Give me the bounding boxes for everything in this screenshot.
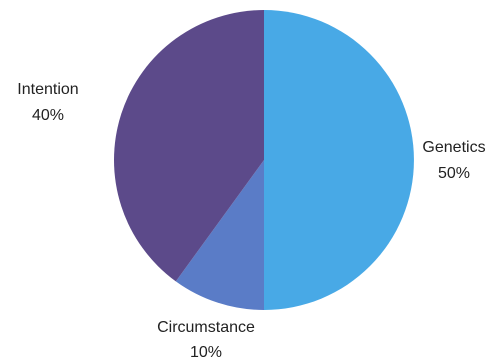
slice-value-intention: 40% <box>32 107 64 124</box>
pie-slice-genetics <box>264 10 414 310</box>
slice-label-genetics: Genetics <box>422 139 485 156</box>
slice-value-genetics: 50% <box>438 165 470 182</box>
slice-value-circumstance: 10% <box>190 344 222 360</box>
pie-labels: Genetics 50% Circumstance 10% Intention … <box>17 81 485 360</box>
pie-slice-circumstance <box>175 160 264 310</box>
pie-slices <box>114 10 414 310</box>
slice-label-circumstance: Circumstance <box>157 319 255 336</box>
slice-label-intention: Intention <box>17 81 78 98</box>
pie-slice-intention <box>114 10 264 282</box>
